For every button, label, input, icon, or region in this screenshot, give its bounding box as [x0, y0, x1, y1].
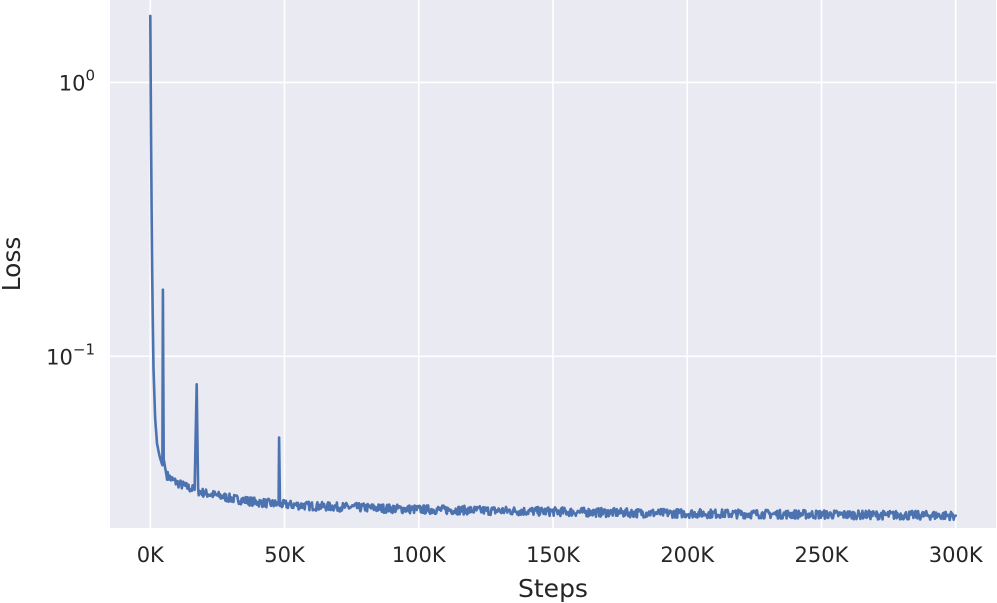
loss-series-line — [149, 14, 957, 522]
x-tick-label: 300K — [929, 543, 984, 567]
y-axis-label: Loss — [0, 237, 26, 292]
y-tick-label: 10−1 — [46, 340, 95, 369]
x-tick-label: 100K — [392, 543, 447, 567]
x-tick-label: 0K — [137, 543, 165, 567]
series-layer — [149, 14, 957, 522]
x-tick-label: 250K — [795, 543, 850, 567]
x-tick-label: 50K — [264, 543, 306, 567]
x-tick-label: 200K — [660, 543, 715, 567]
x-tick-label: 150K — [526, 543, 581, 567]
y-tick-labels: 100 10−1 — [46, 66, 95, 369]
grid-lines — [110, 0, 996, 528]
x-tick-labels: 0K 50K 100K 150K 200K 250K 300K — [137, 543, 984, 567]
x-axis-label: Steps — [518, 574, 588, 603]
y-tick-label: 100 — [59, 66, 95, 95]
